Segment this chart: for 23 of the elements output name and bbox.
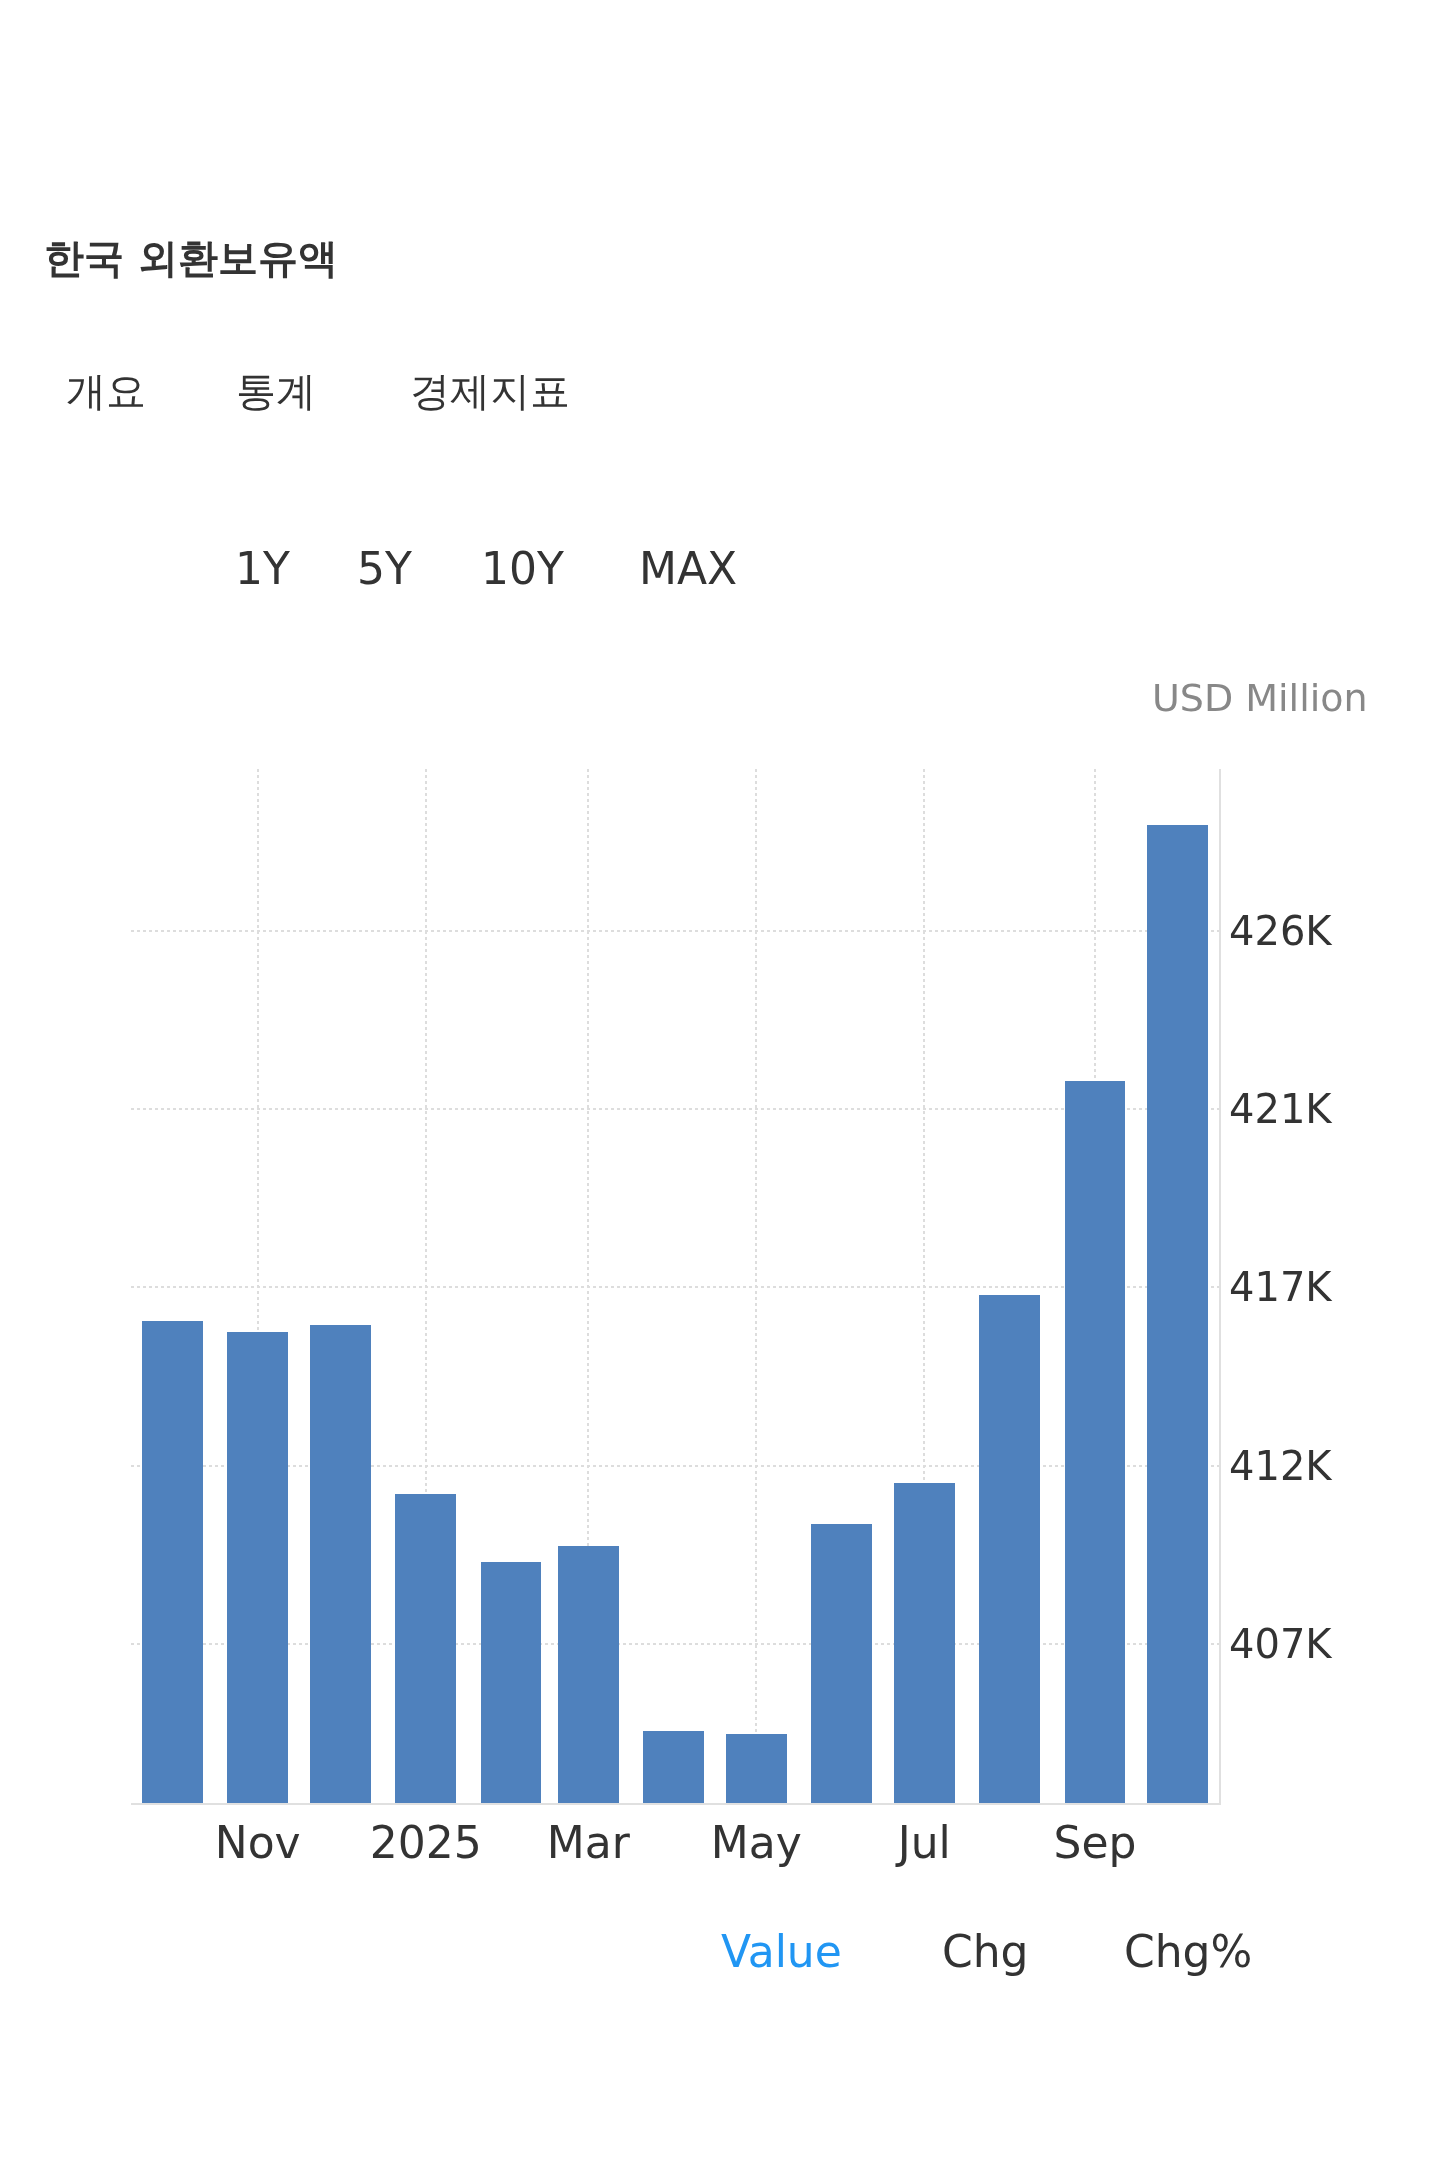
- text: 5Y: [357, 543, 412, 594]
- y-tick-label: 426K: [1229, 907, 1334, 954]
- text: 1Y: [235, 543, 290, 594]
- y-tick-label: 417K: [1229, 1264, 1334, 1311]
- chart-title: 한국 외환보유액: [44, 235, 338, 281]
- x-tick-label: 2025: [369, 1816, 482, 1868]
- text: Chg%: [1124, 1926, 1253, 1977]
- text: 10Y: [481, 543, 564, 594]
- x-tick-label: Nov: [214, 1816, 301, 1868]
- text: 개요: [66, 368, 146, 414]
- x-tick-label: May: [710, 1816, 802, 1868]
- text: 경제지표: [410, 368, 570, 414]
- x-tick-label: Jul: [894, 1816, 951, 1868]
- y-tick-label: 421K: [1229, 1085, 1334, 1132]
- text: Chg: [942, 1926, 1029, 1977]
- y-tick-label: 412K: [1229, 1442, 1334, 1489]
- x-tick-label: Mar: [546, 1816, 631, 1868]
- text: MAX: [639, 543, 738, 594]
- y-axis-title: USD Million: [1152, 676, 1368, 720]
- x-tick-label: Sep: [1053, 1816, 1137, 1868]
- y-tick-label: 407K: [1229, 1621, 1334, 1668]
- text: Value: [721, 1926, 842, 1977]
- text: 통계: [236, 368, 316, 414]
